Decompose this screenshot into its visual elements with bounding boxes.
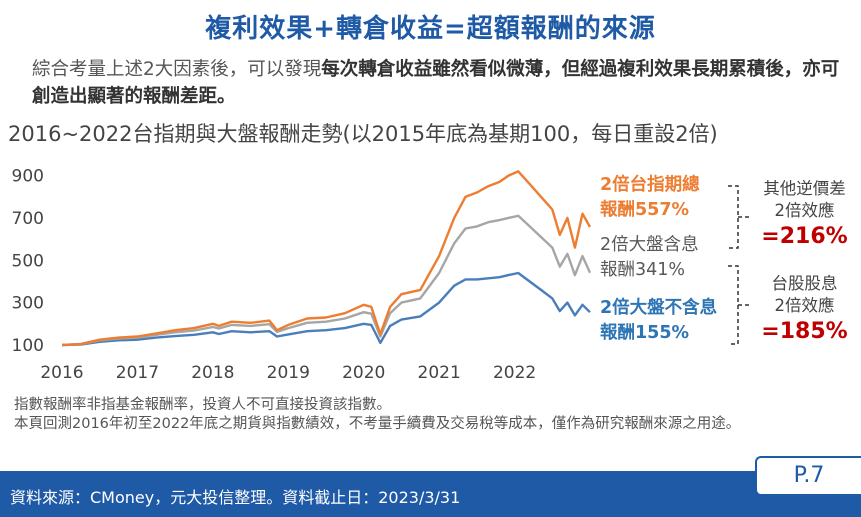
y-tick-label: 700 xyxy=(12,209,44,229)
annotation-no-dividend: 2倍大盤不含息 報酬155% xyxy=(600,296,717,346)
series-line xyxy=(61,170,592,347)
diff-note-contango-line2: 2倍效應 xyxy=(774,201,835,220)
diff-note-contango: 其他逆價差 2倍效應 =216% xyxy=(752,178,857,252)
annotation-dividend: 2倍大盤含息 報酬341% xyxy=(600,233,699,283)
diff-note-dividend-line1: 台股股息 xyxy=(771,274,838,293)
annotation-futures: 2倍台指期總 報酬557% xyxy=(600,173,700,223)
x-tick-label: 2020 xyxy=(342,363,385,383)
annotation-futures-line2: 報酬557% xyxy=(600,200,690,220)
disclaimer-notes: 指數報酬率非指基金報酬率，投資人不可直接投資該指數。 本頁回測2016年初至20… xyxy=(14,396,844,434)
diff-note-dividend-line2: 2倍效應 xyxy=(774,296,835,315)
annotation-dividend-line2: 報酬341% xyxy=(600,260,686,280)
bracket-lines xyxy=(728,185,750,345)
page-number: P.7 xyxy=(755,456,861,496)
annotation-dividend-line1: 2倍大盤含息 xyxy=(600,235,699,255)
diff-note-contango-value: =216% xyxy=(761,224,848,249)
x-tick-label: 2021 xyxy=(418,363,461,383)
annotation-no-dividend-line1: 2倍大盤不含息 xyxy=(600,298,718,318)
annotation-no-dividend-line2: 報酬155% xyxy=(600,323,690,343)
series-lines xyxy=(61,170,592,347)
x-tick-label: 2019 xyxy=(267,363,310,383)
chart-title: 2016~2022台指期與大盤報酬走勢(以2015年底為基期100，每日重設2倍… xyxy=(8,122,718,146)
x-tick-label: 2017 xyxy=(116,363,159,383)
intro-bold: 每次轉倉收益雖然看似微薄，但經過複利效果長期累積後，亦可創造出顯著的報酬差距。 xyxy=(32,59,840,107)
intro-plain: 綜合考量上述2大因素後，可以發現 xyxy=(32,59,322,80)
series-line xyxy=(61,271,591,347)
source-text: 資料來源：CMoney，元大投信整理。資料截止日：2023/3/31 xyxy=(10,488,461,507)
annotation-futures-line1: 2倍台指期總 xyxy=(600,175,700,195)
y-tick-label: 100 xyxy=(12,336,44,356)
footer-bar xyxy=(0,471,861,517)
line-chart: 100 300 500 700 900 2016 2017 2018 2019 2020 2021… xyxy=(12,167,592,383)
y-tick-label: 300 xyxy=(12,294,44,314)
diff-note-contango-line1: 其他逆價差 xyxy=(763,179,846,198)
note-1: 指數報酬率非指基金報酬率，投資人不可直接投資該指數。 xyxy=(14,397,391,413)
y-axis: 100 300 500 700 900 xyxy=(12,167,44,356)
intro-text: 綜合考量上述2大因素後，可以發現每次轉倉收益雖然看似微薄，但經過複利效果長期累積… xyxy=(32,56,847,110)
note-2: 本頁回測2016年初至2022年底之期貨與指數績效，不考量手續費及交易稅等成本，… xyxy=(14,416,741,432)
x-tick-label: 2018 xyxy=(191,363,234,383)
x-axis: 2016 2017 2018 2019 2020 2021 2022 xyxy=(40,363,536,383)
series-line xyxy=(61,214,592,347)
y-tick-label: 900 xyxy=(12,167,44,187)
x-tick-label: 2022 xyxy=(493,363,536,383)
diff-note-dividend-value: =185% xyxy=(761,319,848,344)
page-title: 複利效果+轉倉收益=超額報酬的來源 xyxy=(205,14,656,44)
x-tick-label: 2016 xyxy=(40,363,83,383)
y-tick-label: 500 xyxy=(12,251,44,271)
diff-note-dividend: 台股股息 2倍效應 =185% xyxy=(752,273,857,347)
